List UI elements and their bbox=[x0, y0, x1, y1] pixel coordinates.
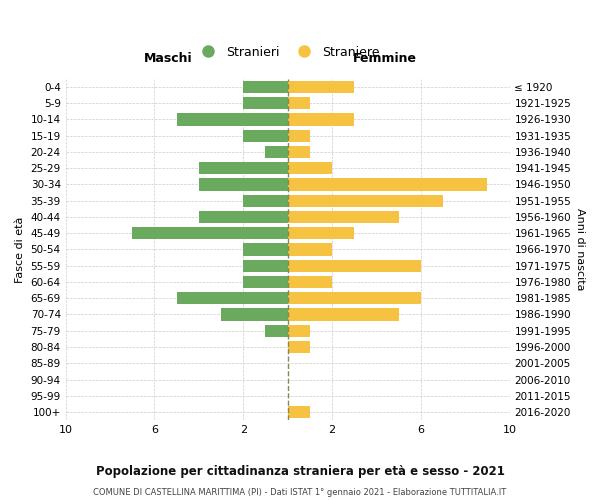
Bar bbox=[287, 162, 332, 174]
Text: COMUNE DI CASTELLINA MARITTIMA (PI) - Dati ISTAT 1° gennaio 2021 - Elaborazione : COMUNE DI CASTELLINA MARITTIMA (PI) - Da… bbox=[94, 488, 506, 497]
Bar bbox=[287, 276, 332, 288]
Bar bbox=[243, 276, 287, 288]
Bar bbox=[243, 244, 287, 256]
Y-axis label: Anni di nascita: Anni di nascita bbox=[575, 208, 585, 290]
Legend: Stranieri, Straniere: Stranieri, Straniere bbox=[191, 40, 385, 64]
Bar bbox=[287, 292, 421, 304]
Bar bbox=[287, 406, 310, 418]
Bar bbox=[287, 130, 310, 142]
Bar bbox=[243, 97, 287, 110]
Bar bbox=[221, 308, 287, 320]
Bar bbox=[287, 211, 398, 223]
Bar bbox=[199, 162, 287, 174]
Bar bbox=[265, 324, 287, 337]
Bar bbox=[287, 97, 310, 110]
Bar bbox=[287, 81, 354, 93]
Text: Femmine: Femmine bbox=[353, 52, 417, 65]
Y-axis label: Fasce di età: Fasce di età bbox=[15, 216, 25, 282]
Bar bbox=[287, 244, 332, 256]
Bar bbox=[287, 114, 354, 126]
Bar bbox=[176, 292, 287, 304]
Bar bbox=[287, 341, 310, 353]
Bar bbox=[199, 211, 287, 223]
Bar bbox=[287, 194, 443, 207]
Bar bbox=[176, 114, 287, 126]
Bar bbox=[287, 260, 421, 272]
Bar bbox=[265, 146, 287, 158]
Bar bbox=[287, 308, 398, 320]
Bar bbox=[287, 324, 310, 337]
Bar bbox=[243, 81, 287, 93]
Bar bbox=[287, 178, 487, 190]
Bar bbox=[243, 194, 287, 207]
Bar bbox=[287, 146, 310, 158]
Text: Popolazione per cittadinanza straniera per età e sesso - 2021: Popolazione per cittadinanza straniera p… bbox=[95, 465, 505, 478]
Text: Maschi: Maschi bbox=[143, 52, 192, 65]
Bar bbox=[199, 178, 287, 190]
Bar bbox=[132, 227, 287, 239]
Bar bbox=[243, 260, 287, 272]
Bar bbox=[243, 130, 287, 142]
Bar bbox=[287, 227, 354, 239]
